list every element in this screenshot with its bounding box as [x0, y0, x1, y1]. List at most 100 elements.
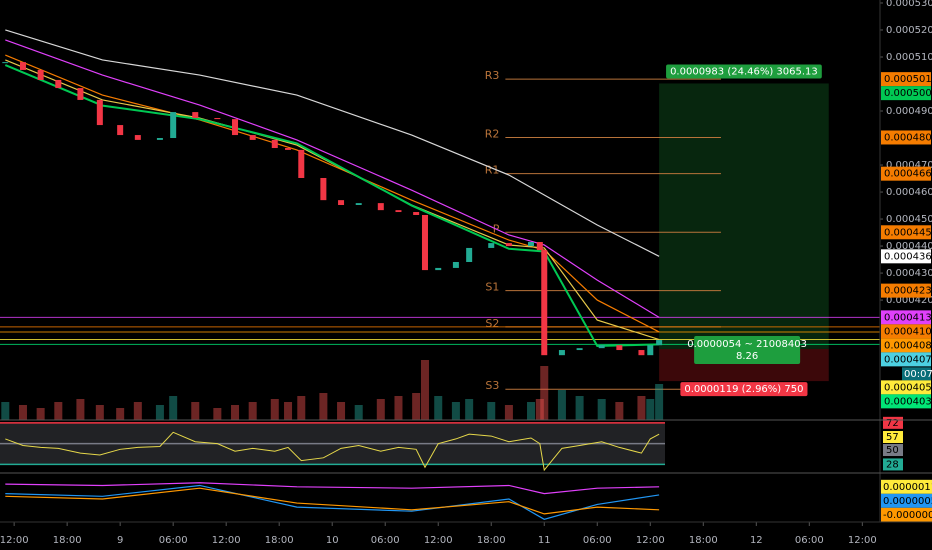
price-label-box [881, 130, 931, 145]
price-label: 0.0004036 [884, 396, 932, 407]
candle [338, 200, 345, 206]
candle [528, 242, 535, 247]
volume-bar [646, 399, 655, 420]
volume-bar [615, 402, 624, 420]
candle [413, 212, 420, 215]
candle [505, 243, 512, 247]
candle [232, 119, 239, 136]
candle [77, 88, 84, 100]
volume-bar [637, 396, 646, 420]
volume-bar [1, 402, 10, 420]
macd-line [5, 487, 660, 515]
x-tick-label: 06:00 [159, 535, 188, 546]
x-tick-label: 18:00 [477, 535, 506, 546]
price-label: 0.0004362 [884, 251, 932, 262]
countdown-box [902, 367, 931, 381]
stop-label: 0.0000119 (2.96%) 750 [684, 384, 803, 395]
volume-bar [465, 399, 474, 420]
candle [285, 148, 292, 150]
candle [647, 345, 654, 356]
candle [96, 99, 103, 126]
moving-average [5, 29, 660, 257]
candle [355, 203, 362, 206]
macd-label-box [881, 479, 932, 494]
x-tick-label: 06:00 [371, 535, 400, 546]
volume-bar [412, 393, 421, 420]
volume-bar [284, 402, 293, 420]
volume-bar [597, 399, 606, 420]
x-tick-label: 10 [326, 535, 339, 546]
candle [656, 340, 663, 346]
macd-line [5, 482, 660, 495]
volume-bar [213, 408, 222, 420]
macd-label-box [881, 507, 932, 522]
price-label: 0.0004668 [884, 169, 932, 180]
volume-bar [394, 396, 403, 420]
candle [271, 139, 278, 149]
price-label: 0.0004054 [884, 382, 932, 393]
x-tick-label: 12 [750, 535, 763, 546]
countdown: 00:07 [904, 369, 932, 380]
volume-bar [297, 396, 306, 420]
pivot-label: R3 [485, 69, 500, 82]
price-label-box [881, 249, 931, 264]
candle [377, 203, 384, 211]
candle [298, 149, 305, 178]
ratio-value: 8.26 [736, 351, 758, 362]
x-tick-label: 18:00 [689, 535, 718, 546]
price-label-box [881, 394, 931, 409]
rsi-label: 72 [886, 418, 899, 429]
price-label-box [881, 86, 931, 101]
candle [558, 350, 565, 356]
price-label-box [881, 338, 931, 353]
candle [541, 250, 548, 356]
volume-bar [18, 405, 27, 420]
x-tick-label: 18:00 [53, 535, 82, 546]
x-tick-label: 12:00 [0, 535, 29, 546]
price-label: 0.0005002 [884, 88, 932, 99]
volume-bar [54, 402, 63, 420]
rsi-label: 50 [886, 445, 899, 456]
x-tick-label: 12:00 [636, 535, 665, 546]
pivot-label: S3 [485, 379, 499, 392]
volume-bar [76, 399, 85, 420]
price-label: 0.0004802 [884, 132, 932, 143]
candle [598, 345, 605, 349]
price-label: 0.0004451 [884, 227, 932, 238]
candle [536, 242, 543, 251]
candle [192, 112, 199, 119]
volume-bar [248, 402, 257, 420]
x-tick-label: 9 [117, 535, 123, 546]
candle [395, 210, 402, 213]
candle [488, 243, 495, 248]
price-label-box [881, 225, 931, 240]
x-tick-label: 11 [538, 535, 551, 546]
x-tick-label: 12:00 [424, 535, 453, 546]
x-tick-label: 06:00 [795, 535, 824, 546]
volume-bar [535, 399, 544, 420]
main-pane: 0.0000983 (24.46%) 3065.13 0.0000054 ~ 21… [0, 29, 822, 520]
volume-bar [133, 402, 142, 420]
candle [19, 62, 26, 70]
candle [117, 125, 124, 136]
candle [2, 62, 9, 64]
candle [616, 345, 623, 351]
price-label: 0.0004082 [884, 340, 932, 351]
candle [156, 138, 163, 140]
price-label: 0.0005018 [884, 74, 932, 85]
price-label: 0.0004101 [884, 326, 932, 337]
price-label-box [881, 283, 931, 298]
candle [638, 350, 645, 356]
x-tick-label: 18:00 [265, 535, 294, 546]
volume-bar [191, 402, 200, 420]
